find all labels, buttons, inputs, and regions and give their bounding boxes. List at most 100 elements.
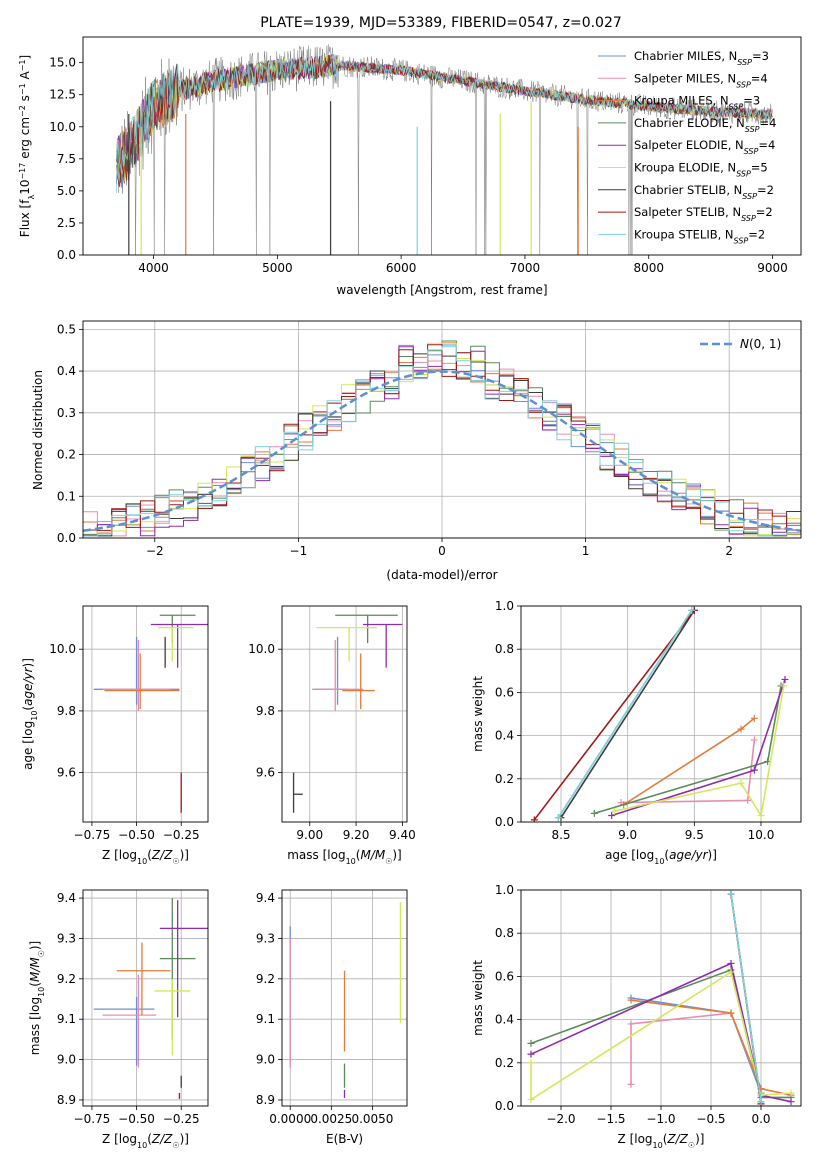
y-tick-label: 9.0 [256,1053,275,1067]
x-tick-label: 2 [725,544,733,558]
data-marker [744,796,752,804]
y-tick-label: 8.9 [256,1093,275,1107]
x-tick-label: 9.5 [685,828,704,842]
x-tick-label: −2.0 [546,1112,575,1126]
plot-area [93,614,208,813]
x-tick-label: 0.0050 [351,1112,393,1126]
data-marker [757,812,765,820]
x-tick-label: −0.25 [163,828,200,842]
mass-weight-vs-age-chart: 8.5 9.0 9.5 10.0 0.0 0.2 0.4 0.6 0.8 1.0 age [log1… [471,599,802,866]
legend-entry-label: Kroupa STELIB, NSSP=2 [634,227,765,245]
x-tick-label: 0.0025 [310,1112,352,1126]
data-marker [727,959,735,967]
x-tick-label: 0.0000 [269,1112,311,1126]
plot-area [83,340,801,537]
mass-vs-metallicity-chart-x-label: Z [log10(Z/Z☉)] [102,1132,189,1150]
y-tick-label: 9.3 [256,931,275,945]
y-tick-label: 9.8 [256,704,275,718]
mass-vs-extinction-chart-x-label: E(B-V) [326,1132,363,1146]
residual-histogram-chart: −2 −1 0 1 2 0.0 0.1 0.2 0.3 0.4 0.5 N(0, 1) (data-mo… [31,320,802,582]
grid-lines [83,890,208,1106]
x-tick-label: 0.0 [751,1112,770,1126]
axes-frame [82,36,802,256]
x-tick-label: −0.50 [118,1112,155,1126]
y-tick-label: 9.0 [57,1053,76,1067]
y-tick-label: 12.5 [49,88,76,102]
y-tick-label: 9.6 [256,766,275,780]
axes-frame [281,889,408,1107]
data-marker [554,814,562,822]
y-tick-label: 0.0 [495,815,514,829]
histogram-step-line [83,346,801,537]
mass-weight-line [557,609,693,819]
x-tick-label: −0.75 [74,828,111,842]
y-tick-label: 7.5 [57,152,76,166]
y-tick-label: 9.2 [256,972,275,986]
spectrum-legend: Chabrier MILES, NSSP=3 Salpeter MILES, NS… [598,49,776,245]
plot-area [93,898,208,1099]
age-vs-mass-chart: 9.00 9.20 9.40 9.6 9.8 10.0 mass [log10(M/M☉)] [248,605,416,866]
age-vs-metallicity-chart-x-label: Z [log10(Z/Z☉)] [102,848,189,866]
y-tick-label: 9.4 [256,891,275,905]
y-tick-label: 0.0 [495,1099,514,1113]
mass-weight-vs-age-chart-x-label: age [log10(age/yr)] [605,848,717,866]
mass-vs-extinction-chart: 0.0000 0.0025 0.0050 8.9 9.0 9.1 9.2 9.3 9.4 E(B-… [256,889,408,1146]
age-vs-metallicity-chart: −0.75 −0.50 −0.25 9.6 9.8 10.0 Z [log10(Z/Z☉)]… [21,605,209,866]
y-tick-label: 10.0 [49,120,76,134]
data-marker [608,812,616,820]
y-tick-label: 0.2 [495,772,514,786]
legend-entry-label: N(0, 1) [740,337,781,351]
legend-entry-label: Chabrier MILES, NSSP=3 [634,49,769,67]
axes-frame [82,605,209,823]
y-tick-label: 9.4 [57,891,76,905]
histogram-y-label: Normed distribution [31,370,45,490]
y-tick-label: 0.2 [495,1056,514,1070]
x-tick-label: 8.5 [551,828,570,842]
y-tick-label: 1.0 [495,883,514,897]
plot-area [289,902,402,1098]
y-tick-label: 1.0 [495,599,514,613]
legend-entry-label: Chabrier ELODIE, NSSP=4 [634,116,776,133]
mass-weight-line [614,685,785,818]
data-marker [590,809,598,817]
histogram-step-line [83,344,801,534]
data-marker [727,968,735,976]
y-tick-label: 0.4 [57,364,76,378]
grid-lines [521,605,801,823]
y-tick-label: 5.0 [57,184,76,198]
data-marker [527,1059,535,1067]
data-marker [527,1050,535,1058]
data-marker [727,1009,735,1017]
y-tick-label: 0.6 [495,685,514,699]
axes-frame [281,605,408,823]
y-tick-label: 0.3 [57,406,76,420]
data-marker [737,779,745,787]
spectrum-y-label: Flux [fλ10−17 erg cm−2 s−1 A−1] [18,55,36,237]
mass-vs-metallicity-chart: −0.75 −0.50 −0.25 8.9 9.0 9.1 9.2 9.3 9.4 Z [log1… [28,889,209,1150]
grid-lines [83,606,208,822]
legend-entry-label: Salpeter ELODIE, NSSP=4 [634,138,775,156]
y-tick-label: 8.9 [57,1093,76,1107]
legend-entry-label: Salpeter STELIB, NSSP=2 [634,205,773,223]
legend-entry-label: Kroupa ELODIE, NSSP=5 [634,161,768,179]
axes-frame [520,605,802,823]
x-tick-label: 8000 [633,261,664,275]
y-tick-label: 9.6 [57,766,76,780]
y-tick-label: 0.8 [495,642,514,656]
spectrum-x-label: wavelength [Angstrom, rest frame] [336,283,547,297]
age-vs-mass-chart-x-label: mass [log10(M/M☉)] [287,848,402,866]
y-tick-label: 0.2 [57,448,76,462]
grid-lines [282,890,407,1106]
data-marker [610,807,618,815]
y-tick-label: 0.8 [495,926,514,940]
y-tick-label: 10.0 [248,642,275,656]
data-marker [530,816,538,822]
data-marker [737,725,745,733]
x-tick-label: 5000 [262,261,293,275]
x-tick-label: 0 [438,544,446,558]
mass-weight-vs-age-chart-y-label: mass weight [471,676,485,752]
x-tick-label: 9.20 [343,828,370,842]
x-tick-label: 4000 [138,261,169,275]
spectrum-title: PLATE=1939, MJD=53389, FIBERID=0547, z=0… [260,15,622,31]
